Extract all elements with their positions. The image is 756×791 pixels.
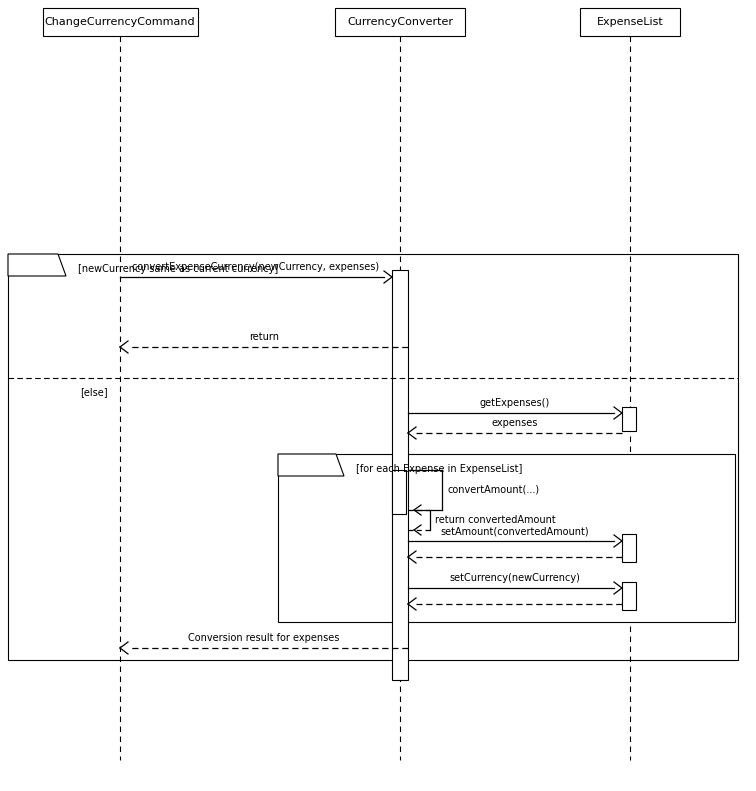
Bar: [622, 407, 636, 431]
Bar: [392, 270, 408, 680]
Polygon shape: [8, 254, 66, 276]
Text: return convertedAmount: return convertedAmount: [435, 515, 556, 525]
Bar: [278, 454, 735, 622]
Text: alt: alt: [26, 260, 40, 270]
Text: loop: loop: [296, 460, 318, 470]
Text: expenses: expenses: [492, 418, 538, 428]
Bar: [42, 8, 197, 36]
Bar: [392, 470, 406, 514]
Text: [else]: [else]: [80, 387, 107, 397]
Polygon shape: [278, 454, 344, 476]
Text: convertAmount(...): convertAmount(...): [447, 485, 539, 495]
Bar: [622, 582, 636, 610]
Text: convertExpenseCurrency(newCurrency, expenses): convertExpenseCurrency(newCurrency, expe…: [132, 262, 380, 272]
Bar: [580, 8, 680, 36]
Text: return: return: [249, 332, 279, 342]
Bar: [335, 8, 465, 36]
Text: [newCurrency same as current currency]: [newCurrency same as current currency]: [78, 264, 278, 274]
Bar: [8, 254, 738, 660]
Text: setCurrency(newCurrency): setCurrency(newCurrency): [450, 573, 581, 583]
Bar: [622, 534, 636, 562]
Text: CurrencyConverter: CurrencyConverter: [347, 17, 453, 27]
Text: [for each Expense in ExpenseList]: [for each Expense in ExpenseList]: [356, 464, 522, 474]
Text: setAmount(convertedAmount): setAmount(convertedAmount): [441, 526, 590, 536]
Text: ChangeCurrencyCommand: ChangeCurrencyCommand: [45, 17, 195, 27]
Text: getExpenses(): getExpenses(): [480, 398, 550, 408]
Text: Conversion result for expenses: Conversion result for expenses: [188, 633, 339, 643]
Text: ExpenseList: ExpenseList: [596, 17, 663, 27]
